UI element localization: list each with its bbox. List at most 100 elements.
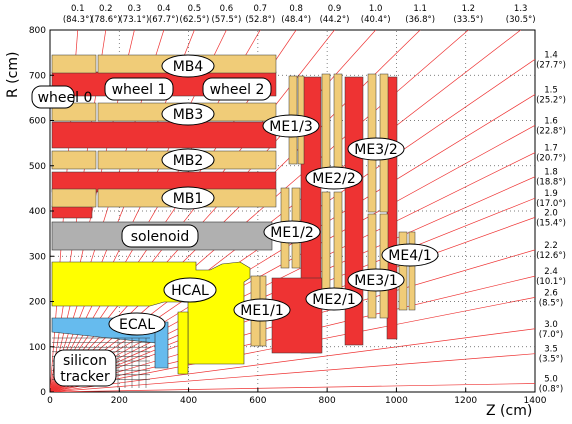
endcap-chamber	[321, 191, 331, 303]
eta-line	[50, 328, 535, 392]
mb2-bubble	[161, 148, 215, 172]
eta-top-angle: (44.2°)	[320, 15, 350, 25]
eta-right-value: 1.9	[544, 189, 558, 199]
silicon-label: silicon	[63, 353, 107, 369]
mb4-bubble	[161, 54, 215, 78]
me13-bubble	[262, 114, 320, 138]
me31-bubble	[347, 268, 405, 292]
barrel-chamber	[51, 150, 97, 170]
x-tick-label: 1000	[385, 396, 408, 406]
eta-right-angle: (15.4°)	[536, 218, 566, 228]
eta-right-scale: 1.4(27.7°) 1.5(25.2°) 1.6(22.8°) 1.7(20.7°)…	[536, 50, 566, 394]
eta-top-value: 1.0	[369, 4, 383, 14]
y-tick-label: 500	[29, 162, 46, 172]
solenoid-bubble	[121, 224, 199, 248]
barrel-chamber	[51, 54, 97, 74]
eta-top-angle: (62.5°)	[180, 15, 210, 25]
me21-bubble	[305, 287, 363, 311]
me12-label: ME1/2	[270, 225, 313, 241]
mb1-bubble	[161, 186, 215, 210]
y-tick-label: 0	[40, 388, 46, 398]
eta-right-angle: (20.7°)	[536, 154, 566, 164]
y-tick-label: 700	[29, 71, 46, 81]
endcap-chamber	[398, 231, 408, 311]
endcap-chamber	[379, 213, 389, 319]
hcal-bubble	[163, 277, 217, 303]
endcap-disc-3	[386, 76, 398, 340]
eta-top-angle: (48.4°)	[281, 15, 311, 25]
ecal-bubble	[108, 312, 166, 336]
x-tick-label: 600	[249, 396, 266, 406]
eta-right-angle: (17.0°)	[536, 199, 566, 209]
y-axis-title: R (cm)	[5, 52, 21, 98]
solenoid-label: solenoid	[131, 229, 190, 245]
endcap-chamber	[408, 231, 416, 311]
x-tick-label: 200	[111, 396, 128, 406]
y-tick-label: 600	[29, 117, 46, 127]
me41-bubble	[381, 243, 439, 267]
eta-right-value: 1.7	[544, 144, 558, 154]
eta-right-value: 2.2	[544, 241, 558, 251]
eta-top-value: 0.4	[157, 4, 171, 14]
eta-right-value: 2.0	[544, 208, 558, 218]
eta-top-scale: 0.1(84.3°) 0.2(78.6°) 0.3(73.1°) 0.4(67.7°)…	[63, 4, 536, 25]
eta-right-angle: (10.1°)	[536, 277, 566, 287]
eta-top-value: 1.3	[514, 4, 528, 14]
eta-top-value: 1.2	[462, 4, 476, 14]
eta-top-value: 0.1	[71, 4, 85, 14]
endcap-chamber	[367, 213, 377, 319]
eta-top-angle: (67.7°)	[149, 15, 179, 25]
yoke-layer-2	[51, 121, 277, 149]
eta-top-value: 0.6	[220, 4, 234, 14]
x-axis-title: Z (cm)	[486, 403, 532, 419]
y-tick-label: 100	[29, 343, 46, 353]
me41-label: ME4/1	[388, 248, 431, 264]
eta-top-value: 0.7	[253, 4, 267, 14]
eta-top-angle: (36.8°)	[405, 15, 435, 25]
yoke-layer-4	[51, 205, 93, 219]
eta-top-value: 0.2	[99, 4, 113, 14]
wheel2-label: wheel 2	[210, 82, 265, 98]
y-tick-label: 800	[29, 26, 46, 36]
eta-right-angle: (7.0°)	[539, 330, 563, 340]
silicon-tracker-bubble	[53, 349, 117, 387]
eta-top-angle: (52.8°)	[245, 15, 275, 25]
wheel1-label: wheel 1	[112, 82, 167, 98]
eta-right-angle: (0.8°)	[539, 384, 563, 394]
eta-right-value: 1.8	[544, 168, 558, 178]
x-tick-label: 400	[180, 396, 197, 406]
barrel-chamber	[51, 188, 97, 208]
mb2-label: MB2	[173, 153, 204, 169]
eta-top-angle: (78.6°)	[91, 15, 121, 25]
me21-label: ME2/1	[312, 292, 355, 308]
eta-right-angle: (27.7°)	[536, 60, 566, 70]
eta-line	[50, 383, 535, 392]
me11-label: ME1/1	[240, 303, 283, 319]
hcal-label: HCAL	[171, 283, 209, 299]
eta-right-value: 2.4	[544, 267, 558, 277]
eta-right-angle: (22.8°)	[536, 126, 566, 136]
wheel2-bubble	[202, 77, 272, 101]
wheel1-bubble	[104, 77, 174, 101]
eta-right-angle: (12.6°)	[536, 251, 566, 261]
x-tick-label: 1400	[524, 396, 547, 406]
me22-label: ME2/2	[312, 171, 355, 187]
eta-right-angle: (25.2°)	[536, 95, 566, 105]
y-tick-label: 400	[29, 207, 46, 217]
eta-top-angle: (40.4°)	[361, 15, 391, 25]
eta-right-value: 1.4	[544, 50, 558, 60]
eta-top-angle: (33.5°)	[453, 15, 483, 25]
wheel0-label: wheel 0	[38, 90, 93, 106]
eta-line	[50, 353, 535, 392]
endcap-chamber	[333, 191, 343, 303]
wheel0-bubble	[31, 85, 75, 109]
me32-bubble	[347, 137, 405, 161]
me13-label: ME1/3	[269, 119, 312, 135]
eta-top-angle: (57.5°)	[212, 15, 242, 25]
y-tick-label: 300	[29, 252, 46, 262]
x-axis: 0 200 400 600 800 1000 1200 1400	[47, 388, 547, 406]
mb3-label: MB3	[173, 107, 204, 123]
eta-top-angle: (30.5°)	[506, 15, 536, 25]
tracker-label: tracker	[60, 369, 110, 385]
eta-right-value: 2.6	[544, 288, 558, 298]
